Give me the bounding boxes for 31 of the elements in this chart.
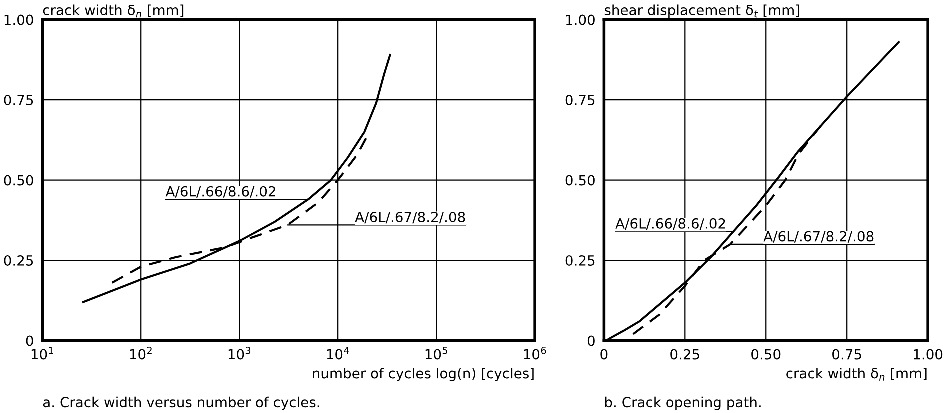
x-tick-label: 10$^{1}$ [32,347,54,360]
series-label: A/6L/.66/8.6/.02 [166,186,276,198]
x-tick-label: 10$^{4}$ [327,347,350,360]
y-tick-label: 0.50 [4,175,34,186]
y-tick-label: 0.75 [4,95,34,106]
x-tick-label: 0.75 [832,349,862,360]
y-tick-label: 0.50 [566,175,595,186]
text: b. Crack opening path. [605,396,761,410]
x-axis-title: crack width δ$_{n}$ [mm] [786,368,927,381]
series-label: A/6L/.66/8.6/.02 [616,218,726,230]
x-tick-label: 0.25 [670,349,700,360]
y-tick-label: 0 [588,336,595,346]
x-tick-label: 10$^{3}$ [228,346,251,360]
x-tick-label: 0 [600,349,608,360]
x-tick-label: 10$^{2}$ [130,346,152,360]
y-tick-label: 1.00 [566,14,595,26]
x-tick-label: 10$^{5}$ [426,347,448,360]
y-tick-label: 0.75 [566,95,595,106]
x-tick-label: 0.50 [752,349,781,360]
text: A/6L/.67/8.2/.08 [355,212,466,224]
y-axis-title: shear displacement δ$_{t}$ [mm] [604,4,800,18]
y-tick-label: 1.00 [4,14,34,26]
x-tick-label: 1.00 [914,349,943,360]
y-tick-label: 0.25 [566,255,595,266]
series-label: A/6L/.67/8.2/.08 [764,231,874,243]
y-tick-label: 0.25 [4,255,34,266]
y-axis-title: crack width δ$_{n}$ [mm] [43,4,184,18]
x-tick-label: 10$^{6}$ [524,346,546,360]
x-axis-title: number of cycles log(n) [cycles] [313,368,534,382]
text: a. Crack width versus number of cycles. [43,396,320,410]
y-tick-label: 0 [26,336,34,346]
